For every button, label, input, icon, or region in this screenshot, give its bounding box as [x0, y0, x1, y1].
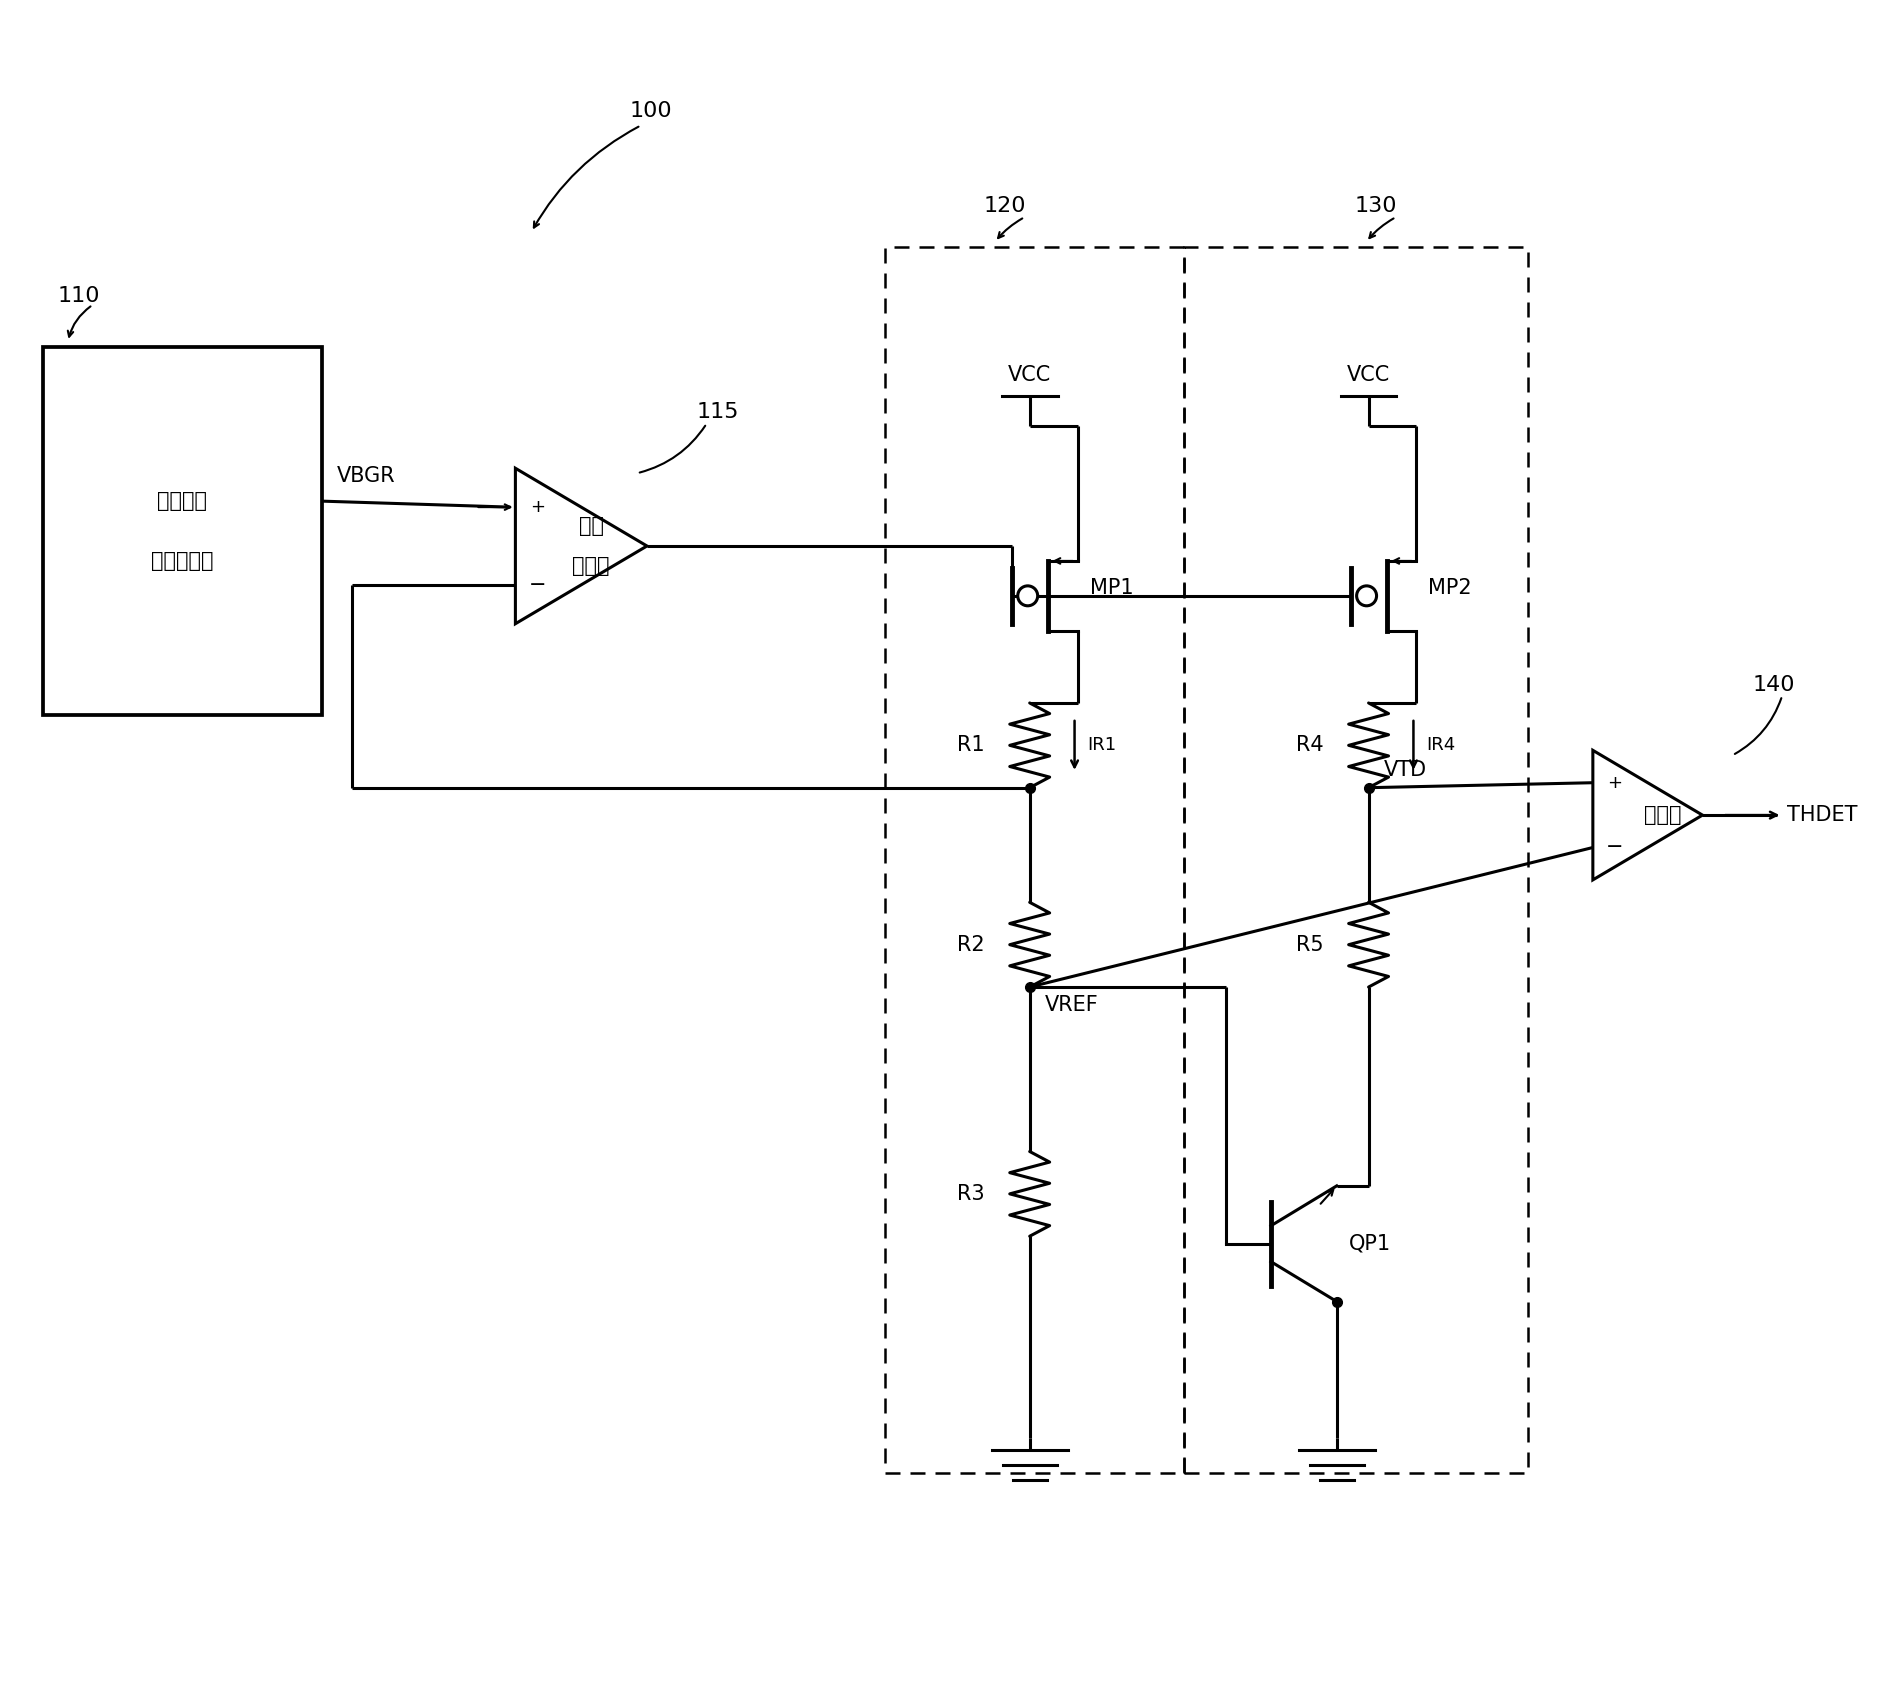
Text: 带隙参考: 带隙参考: [158, 492, 207, 512]
Text: VREF: VREF: [1045, 995, 1098, 1015]
Circle shape: [1017, 586, 1038, 605]
Text: VCC: VCC: [1008, 364, 1051, 385]
Text: R3: R3: [957, 1183, 985, 1203]
Text: +: +: [530, 498, 545, 515]
Text: 140: 140: [1752, 675, 1795, 695]
Bar: [885, 247, 1184, 1473]
Bar: [1184, 247, 1528, 1473]
Text: −: −: [528, 575, 545, 595]
Text: VCC: VCC: [1346, 364, 1389, 385]
Text: 放大器: 放大器: [572, 556, 609, 576]
Text: VTD: VTD: [1384, 759, 1427, 780]
Text: 115: 115: [697, 402, 739, 422]
Text: VBGR: VBGR: [337, 466, 395, 486]
Text: −: −: [1606, 837, 1624, 858]
Bar: [43, 347, 321, 715]
Circle shape: [1357, 586, 1376, 605]
Text: 电压发生器: 电压发生器: [150, 551, 214, 571]
Text: MP1: MP1: [1090, 578, 1134, 598]
Text: R1: R1: [957, 736, 985, 756]
Text: THDET: THDET: [1788, 805, 1857, 825]
Text: 110: 110: [58, 286, 100, 305]
Text: 100: 100: [630, 102, 673, 122]
Text: +: +: [1607, 773, 1622, 792]
Text: 比较器: 比较器: [1643, 805, 1681, 825]
Text: R4: R4: [1295, 736, 1324, 756]
Text: 130: 130: [1355, 197, 1397, 215]
Text: MP2: MP2: [1429, 578, 1472, 598]
Text: R5: R5: [1295, 934, 1324, 954]
Text: 运算: 运算: [579, 515, 603, 536]
Text: QP1: QP1: [1348, 1234, 1391, 1254]
Text: IR4: IR4: [1427, 736, 1455, 754]
Text: R2: R2: [957, 934, 985, 954]
Text: 120: 120: [983, 197, 1026, 215]
Text: IR1: IR1: [1087, 736, 1117, 754]
